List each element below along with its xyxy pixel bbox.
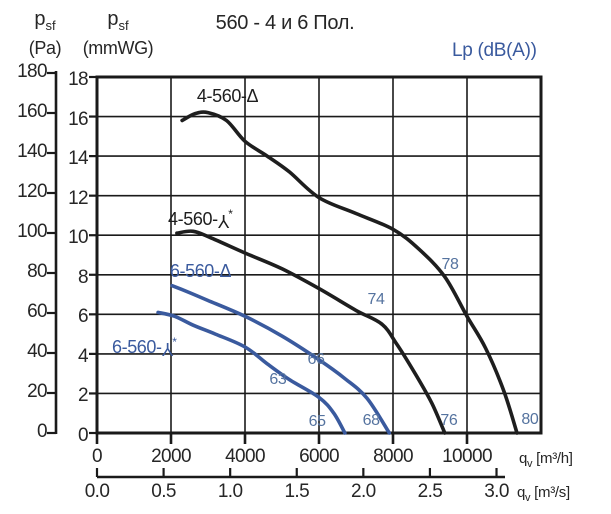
y-axis-pa-tick-label: 160 — [17, 101, 48, 122]
y-axis-mmwg-tick-label: 14 — [68, 148, 89, 170]
y-axis-pa-tick-label: 20 — [27, 381, 48, 402]
noise-level-label: 80 — [521, 411, 539, 429]
y-axis-mmwg-tick-label: 10 — [68, 227, 89, 249]
x-axis-unit-label-m3s: qv [m³/s] — [517, 484, 570, 504]
curve-6-560-delta — [170, 283, 392, 435]
pressure-axis-pa-header: psf (Pa) — [18, 8, 72, 59]
x-axis-m3s-tick-label: 1.0 — [217, 481, 243, 502]
x-axis-m3h-tick-label: 4000 — [225, 446, 265, 467]
y-axis-pa-tick-label: 120 — [17, 181, 48, 202]
y-axis-pa-tick-label: 100 — [17, 221, 48, 242]
x-axis-m3s-tick-label: 1.5 — [284, 481, 310, 502]
y-axis-mmwg-tick-label: 0 — [78, 425, 89, 446]
noise-level-label: 63 — [269, 370, 287, 388]
y-axis-mmwg-tick-label: 2 — [78, 385, 89, 407]
asterisk-superscript: * — [228, 206, 233, 221]
curve-4-560-wye — [175, 229, 447, 435]
wye-connection-symbol: Y — [161, 338, 174, 359]
y-axis-mmwg-tick-label: 12 — [68, 187, 89, 209]
y-axis-mmwg-tick-label: 18 — [68, 69, 89, 90]
pa-axis-unit: (Pa) — [28, 38, 62, 58]
x-axis-m3h-tick-label: 2000 — [151, 446, 191, 467]
pressure-axis-mmwg-header: psf (mmWG) — [74, 8, 162, 59]
x-axis-m3s-tick-label: 0.0 — [84, 481, 110, 502]
curve-label-prefix: 4-560- — [168, 208, 218, 229]
delta-connection-symbol: Δ — [219, 260, 232, 281]
noise-level-label: 66 — [307, 350, 325, 368]
x-axis-m3h-tick-label: 6000 — [299, 446, 339, 467]
curve-label-prefix: 6-560- — [169, 260, 220, 281]
y-axis-pa-tick-label: 0 — [37, 421, 48, 442]
x-axis-m3h-tick-label: 10000 — [442, 446, 492, 467]
curve-label-4-560-wye: 4-560-Y* — [168, 206, 233, 231]
wye-connection-symbol: Y — [217, 210, 230, 231]
x-axis-m3s-tick-label: 2.5 — [417, 481, 443, 502]
mmwg-axis-unit: (mmWG) — [82, 38, 154, 58]
y-axis-pa-tick-label: 40 — [27, 341, 48, 362]
x-axis-m3h-tick-label: 8000 — [373, 446, 413, 467]
x-axis-unit-label-m3h: qv [m³/h] — [519, 450, 573, 470]
noise-level-label: 78 — [441, 255, 459, 273]
x-axis-m3s-tick-label: 3.0 — [484, 481, 509, 502]
curve-4-560-delta — [180, 110, 519, 435]
chart-title: 560 - 4 и 6 Пол. — [215, 12, 355, 34]
x-axis-m3h-tick-label: 0 — [92, 446, 103, 467]
noise-level-label: 65 — [308, 413, 326, 431]
y-axis-pa-tick-label: 60 — [27, 301, 48, 322]
y-axis-mmwg-tick-label: 16 — [68, 108, 89, 130]
delta-connection-symbol: Δ — [246, 86, 259, 107]
y-axis-mmwg-tick-label: 4 — [78, 345, 89, 367]
pa-axis-symbol: psf — [34, 8, 56, 33]
curve-label-prefix: 4-560- — [196, 86, 247, 107]
curve-label-4-560-delta: 4-560-Δ — [196, 86, 259, 107]
curve-label-6-560-delta: 6-560-Δ — [169, 260, 232, 281]
asterisk-superscript: * — [172, 334, 177, 349]
noise-level-label: 76 — [440, 412, 458, 430]
y-axis-pa-tick-label: 140 — [17, 141, 48, 162]
y-axis-pa-tick-label: 180 — [17, 61, 48, 82]
x-axis-m3s-tick-label: 0.5 — [151, 481, 176, 502]
noise-level-label: 68 — [362, 412, 380, 430]
y-axis-mmwg-tick-label: 8 — [78, 266, 89, 288]
curve-6-560-wye — [156, 310, 347, 435]
noise-legend-label: Lp (dB(A)) — [452, 40, 537, 61]
noise-level-label: 74 — [367, 291, 385, 309]
y-axis-pa-tick-label: 80 — [27, 261, 48, 282]
curve-label-prefix: 6-560- — [111, 336, 162, 357]
x-axis-m3s-tick-label: 2.0 — [351, 481, 376, 502]
mmwg-axis-symbol: psf — [107, 8, 129, 33]
curve-label-6-560-wye: 6-560-Y* — [111, 334, 177, 359]
y-axis-mmwg-tick-label: 6 — [78, 306, 89, 328]
